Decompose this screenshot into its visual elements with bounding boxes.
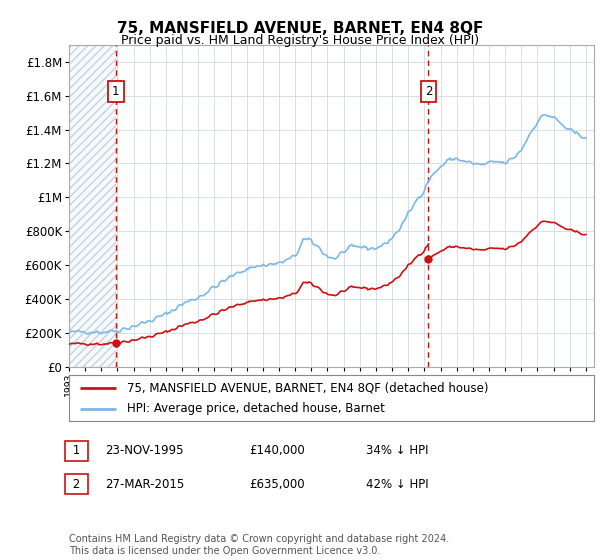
Text: 34% ↓ HPI: 34% ↓ HPI bbox=[366, 444, 428, 458]
Text: £635,000: £635,000 bbox=[249, 478, 305, 491]
Text: 75, MANSFIELD AVENUE, BARNET, EN4 8QF (detached house): 75, MANSFIELD AVENUE, BARNET, EN4 8QF (d… bbox=[127, 381, 488, 394]
Text: 1: 1 bbox=[112, 85, 119, 98]
Bar bbox=[69, 45, 116, 367]
Text: Contains HM Land Registry data © Crown copyright and database right 2024.
This d: Contains HM Land Registry data © Crown c… bbox=[69, 534, 449, 556]
Text: HPI: Average price, detached house, Barnet: HPI: Average price, detached house, Barn… bbox=[127, 402, 385, 415]
Text: Price paid vs. HM Land Registry's House Price Index (HPI): Price paid vs. HM Land Registry's House … bbox=[121, 34, 479, 46]
Text: 1: 1 bbox=[69, 444, 84, 458]
Bar bbox=[69, 45, 116, 367]
Text: 27-MAR-2015: 27-MAR-2015 bbox=[105, 478, 184, 491]
Text: 2: 2 bbox=[425, 85, 432, 98]
Bar bbox=[69, 45, 116, 367]
Text: 23-NOV-1995: 23-NOV-1995 bbox=[105, 444, 184, 458]
Text: £140,000: £140,000 bbox=[249, 444, 305, 458]
Text: 2: 2 bbox=[69, 478, 84, 491]
Text: 75, MANSFIELD AVENUE, BARNET, EN4 8QF: 75, MANSFIELD AVENUE, BARNET, EN4 8QF bbox=[117, 21, 483, 36]
Text: 42% ↓ HPI: 42% ↓ HPI bbox=[366, 478, 428, 491]
